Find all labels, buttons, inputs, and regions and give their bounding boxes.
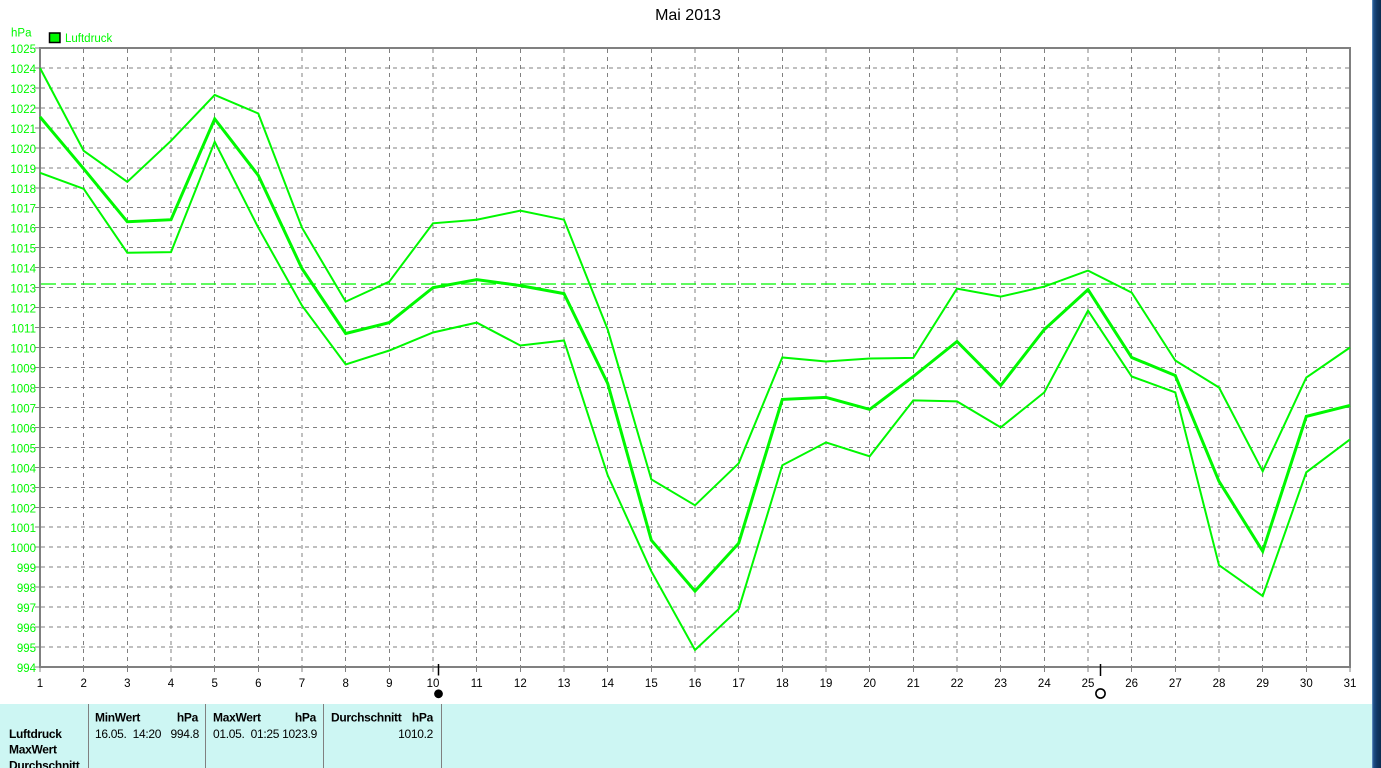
svg-text:8: 8 xyxy=(342,678,348,690)
svg-text:28: 28 xyxy=(1213,678,1226,690)
svg-text:MinWert: MinWert xyxy=(95,711,140,725)
svg-text:MaxWert: MaxWert xyxy=(213,711,261,725)
svg-text:1016: 1016 xyxy=(10,224,36,236)
svg-text:Durchschnitt: Durchschnitt xyxy=(331,711,402,725)
svg-text:19: 19 xyxy=(820,678,833,690)
svg-text:16: 16 xyxy=(689,678,702,690)
svg-text:1003: 1003 xyxy=(10,483,36,495)
svg-text:3: 3 xyxy=(124,678,130,690)
svg-text:Luftdruck: Luftdruck xyxy=(65,33,113,45)
svg-text:994.8: 994.8 xyxy=(170,727,199,741)
svg-text:30: 30 xyxy=(1300,678,1313,690)
svg-text:25: 25 xyxy=(1082,678,1095,690)
svg-text:31: 31 xyxy=(1344,678,1357,690)
svg-text:1007: 1007 xyxy=(10,403,36,415)
svg-text:1014: 1014 xyxy=(10,264,36,276)
svg-text:2: 2 xyxy=(80,678,86,690)
svg-text:1013: 1013 xyxy=(10,284,36,296)
svg-text:hPa: hPa xyxy=(11,28,32,40)
svg-text:Durchschnitt: Durchschnitt xyxy=(9,759,80,768)
svg-text:996: 996 xyxy=(17,623,36,635)
svg-text:21: 21 xyxy=(907,678,920,690)
svg-text:4: 4 xyxy=(168,678,175,690)
svg-text:1023: 1023 xyxy=(10,84,36,96)
svg-text:26: 26 xyxy=(1125,678,1138,690)
svg-text:1005: 1005 xyxy=(10,443,36,455)
svg-text:Luftdruck: Luftdruck xyxy=(9,727,62,741)
svg-text:1000: 1000 xyxy=(10,543,36,555)
svg-text:22: 22 xyxy=(951,678,964,690)
svg-text:1009: 1009 xyxy=(10,363,36,375)
svg-text:14: 14 xyxy=(601,678,614,690)
svg-text:27: 27 xyxy=(1169,678,1182,690)
svg-text:1022: 1022 xyxy=(10,104,36,116)
svg-text:1024: 1024 xyxy=(10,64,36,76)
svg-text:hPa: hPa xyxy=(295,711,317,725)
svg-text:1002: 1002 xyxy=(10,503,36,515)
svg-text:18: 18 xyxy=(776,678,789,690)
svg-text:01.05. 01:25: 01.05. 01:25 xyxy=(213,727,280,741)
svg-text:1018: 1018 xyxy=(10,184,36,196)
svg-text:997: 997 xyxy=(17,603,36,615)
svg-text:Mai 2013: Mai 2013 xyxy=(655,7,721,24)
svg-text:1: 1 xyxy=(37,678,43,690)
svg-text:1019: 1019 xyxy=(10,164,36,176)
svg-text:1025: 1025 xyxy=(10,44,36,56)
svg-text:9: 9 xyxy=(386,678,392,690)
svg-text:16.05. 14:20: 16.05. 14:20 xyxy=(95,727,162,741)
svg-text:11: 11 xyxy=(471,678,483,690)
svg-text:12: 12 xyxy=(514,678,527,690)
svg-text:1010.2: 1010.2 xyxy=(398,727,434,741)
svg-text:1001: 1001 xyxy=(10,523,36,535)
svg-text:1010: 1010 xyxy=(10,344,36,356)
svg-text:1023.9: 1023.9 xyxy=(282,727,318,741)
svg-text:17: 17 xyxy=(732,678,745,690)
svg-text:994: 994 xyxy=(17,663,37,675)
svg-text:1015: 1015 xyxy=(10,244,36,256)
svg-text:1011: 1011 xyxy=(11,324,36,336)
svg-text:hPa: hPa xyxy=(412,711,434,725)
svg-text:1020: 1020 xyxy=(10,144,36,156)
svg-text:6: 6 xyxy=(255,678,261,690)
svg-text:10: 10 xyxy=(427,678,440,690)
svg-text:999: 999 xyxy=(17,563,36,575)
svg-text:7: 7 xyxy=(299,678,305,690)
svg-text:24: 24 xyxy=(1038,678,1051,690)
svg-text:1017: 1017 xyxy=(10,204,36,216)
svg-text:1008: 1008 xyxy=(10,383,36,395)
svg-text:1021: 1021 xyxy=(10,124,36,136)
svg-text:23: 23 xyxy=(994,678,1007,690)
svg-text:15: 15 xyxy=(645,678,658,690)
svg-text:5: 5 xyxy=(211,678,217,690)
svg-text:1012: 1012 xyxy=(10,304,36,316)
svg-text:29: 29 xyxy=(1256,678,1269,690)
svg-text:995: 995 xyxy=(17,643,36,655)
svg-text:13: 13 xyxy=(558,678,571,690)
svg-text:1006: 1006 xyxy=(10,423,36,435)
svg-text:20: 20 xyxy=(863,678,876,690)
svg-text:hPa: hPa xyxy=(177,711,199,725)
svg-text:998: 998 xyxy=(17,583,36,595)
svg-text:MaxWert: MaxWert xyxy=(9,743,57,757)
svg-text:1004: 1004 xyxy=(10,463,36,475)
